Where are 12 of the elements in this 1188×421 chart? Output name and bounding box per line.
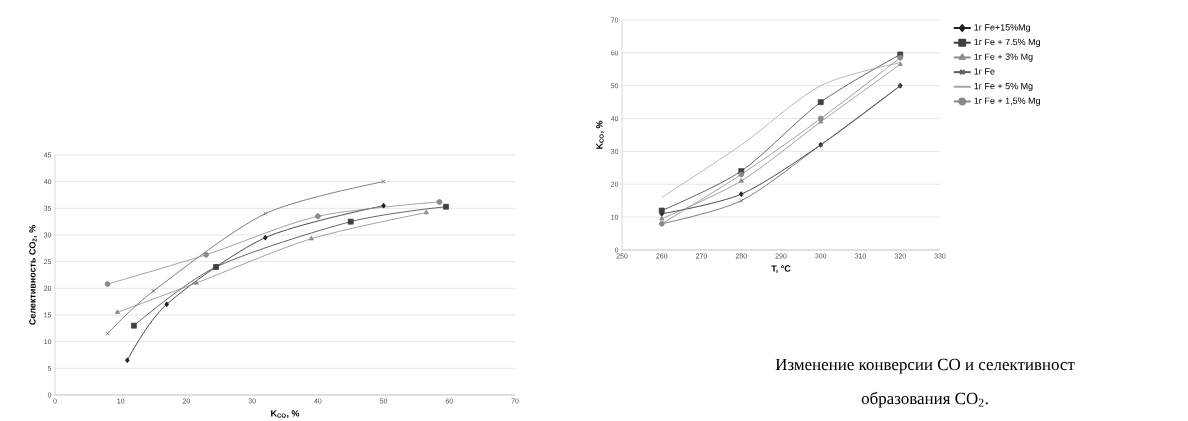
- text: образования CO$_{2}$.: [861, 391, 988, 408]
- legend-label: 1г Fe+15%Mg: [974, 24, 1030, 33]
- legend-label: 1г Fe: [974, 68, 995, 75]
- x-axis-title: T, °C: [771, 265, 791, 273]
- y-axis-title: Селективность CO$_{2}$, %: [29, 224, 37, 325]
- y-axis-title: K$_{CO}$, %: [596, 120, 604, 149]
- legend-label: 1г Fe + 7.5% Mg: [974, 38, 1040, 47]
- legend-label: 1г Fe + 3% Mg: [974, 53, 1033, 62]
- legend-label: 1г Fe + 1,5% Mg: [974, 97, 1040, 106]
- legend-label: 1г Fe + 5% Mg: [974, 82, 1033, 91]
- x-axis-title: K$_{CO}$, %: [271, 410, 300, 418]
- text: Изменение конверсии CO и селективност: [775, 358, 1075, 374]
